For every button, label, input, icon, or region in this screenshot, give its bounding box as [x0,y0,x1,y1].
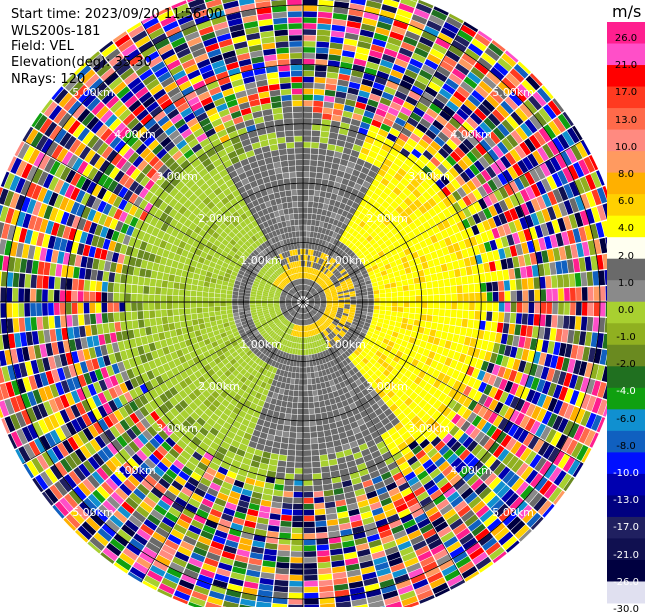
colorbar-tick-label: 8.0 [618,168,634,180]
range-ring-label: 2.00km [198,212,240,225]
colorbar-tick-label: -10.0 [613,468,639,480]
nrays-label: NRays: 120 [11,72,86,87]
azimuth-spoke [302,139,584,303]
range-ring-label: 1.00km [240,338,282,351]
velocity-gates [0,11,612,607]
field-label: Field: VEL [11,39,74,54]
colorbar-tick-label: -13.0 [613,495,639,507]
colorbar-tick-label: 26.0 [614,33,638,44]
colorbar-tick-label: -26.0 [613,576,639,588]
range-ring-label: 5.00km [492,86,534,99]
velocity-gates [0,0,622,607]
colorbar-tick-label: -6.0 [616,413,636,425]
range-ring-label: 4.00km [114,128,156,141]
azimuth-spoke [302,21,466,303]
colorbar-tick-label: 21.0 [614,60,638,72]
start-time-label: Start time: 2023/09/20 11:56:00 [11,7,223,22]
colorbar-tick-label: 13.0 [614,114,638,126]
range-ring-label: 1.00km [324,338,366,351]
range-ring-label: 2.00km [198,380,240,393]
colorbar-unit: m/s [612,2,642,21]
device-label: WLS200s-181 [11,24,101,39]
range-ring-label: 5.00km [72,86,114,99]
azimuth-spoke [140,301,304,583]
range-ring-label: 2.00km [366,212,408,225]
azimuth-spokes [0,0,627,607]
azimuth-spoke [140,21,304,303]
colorbar-tick-label: -1.0 [616,332,636,344]
range-ring-label: 3.00km [408,422,450,435]
range-ring-label: 5.00km [72,506,114,519]
range-ring-label: 3.00km [156,170,198,183]
range-ring-label: 2.00km [366,380,408,393]
colorbar-tick-label: 6.0 [618,196,634,208]
colorbar-tick-label: 17.0 [614,87,638,99]
colorbar-tick-label: -8.0 [616,440,636,452]
colorbar-tick-label: 0.0 [618,304,634,316]
azimuth-spoke [22,301,304,465]
colorbar-tick-label: 4.0 [618,223,634,235]
range-ring-label: 4.00km [450,128,492,141]
velocity-gates [0,0,625,599]
colorbar-tick-label: -17.0 [613,522,639,534]
range-ring-label: 4.00km [114,464,156,477]
colorbar-tick-label: 1.0 [618,277,634,289]
colorbar-tick-label: -4.0 [616,386,636,398]
range-ring-label: 1.00km [324,254,366,267]
azimuth-spoke [22,139,304,303]
colorbar-tick-label: -21.0 [613,549,639,561]
range-ring-label: 1.00km [240,254,282,267]
colorbar-tick-label: 10.0 [614,141,638,153]
velocity-gates [6,0,623,607]
range-ring-labels: 1.00km 1.00km 1.00km 1.00km 2.00km 2.00km 2.00… [72,86,534,519]
azimuth-spoke [302,301,584,465]
range-ring-label: 4.00km [450,464,492,477]
range-ring-label: 5.00km [492,506,534,519]
range-ring-label: 3.00km [156,422,198,435]
velocity-gates [0,0,620,607]
colorbar-tick-label: -2.0 [616,359,636,371]
azimuth-spoke [302,301,466,583]
ppi-cells [0,0,627,607]
elevation-label: Elevation(deg): 35.30 [11,55,152,70]
colorbar-tick-label: 2.0 [618,250,634,262]
range-ring-label: 3.00km [408,170,450,183]
